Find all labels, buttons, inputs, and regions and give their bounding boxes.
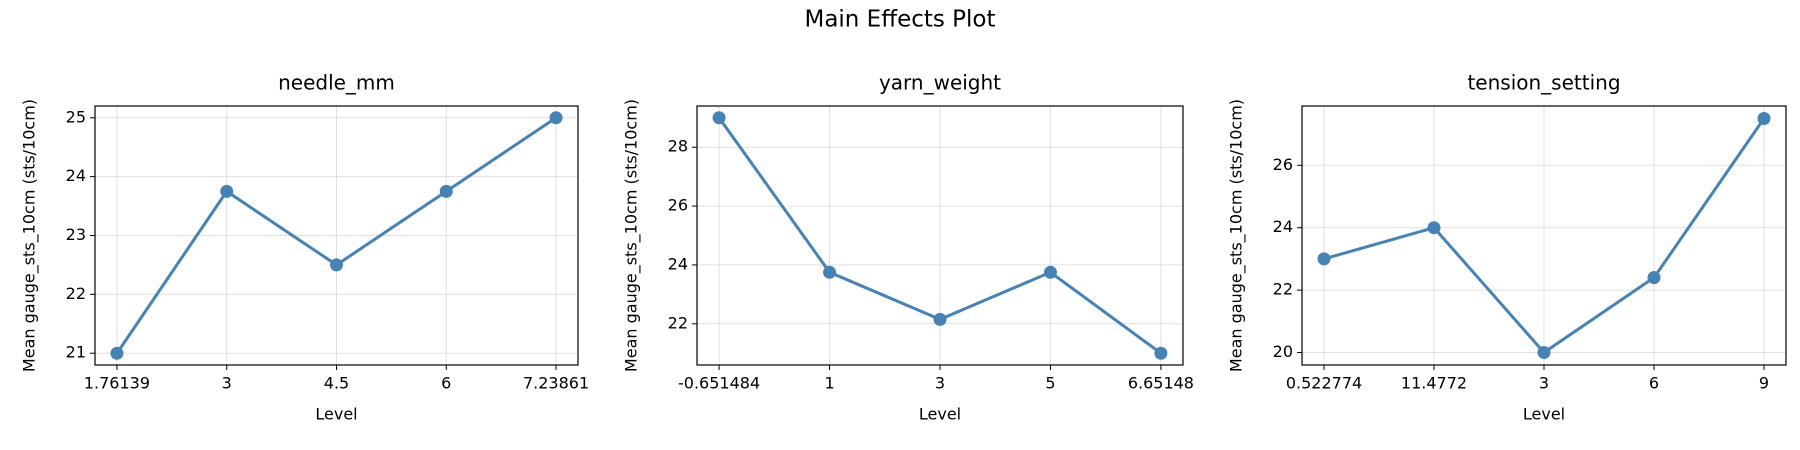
point — [1043, 265, 1057, 279]
y-tick-label: 24 — [66, 166, 86, 185]
y-tick-label: 28 — [668, 137, 688, 156]
y-tick-label: 22 — [668, 313, 688, 332]
y-tick-label: 24 — [1273, 217, 1293, 236]
x-tick-label: 3 — [935, 374, 945, 393]
point — [439, 184, 453, 198]
y-tick-label: 25 — [66, 107, 86, 126]
x-tick-label: 7.23861 — [523, 374, 589, 393]
x-tick-label: 3 — [1539, 374, 1549, 393]
plot-frame — [696, 105, 1184, 366]
point — [1427, 221, 1441, 235]
x-tick-label: 0.522774 — [1286, 374, 1362, 393]
y-tick-label: 24 — [668, 254, 688, 273]
y-tick-label: 22 — [66, 284, 86, 303]
y-tick-label: 26 — [1273, 155, 1293, 174]
x-tick-label: 5 — [1045, 374, 1055, 393]
x-tick-label: 3 — [222, 374, 232, 393]
y-axis-label: Mean gauge_sts_10cm (sts/10cm) — [1227, 99, 1247, 372]
x-tick-label: 6 — [1649, 374, 1659, 393]
point — [549, 111, 563, 125]
y-tick-label: 23 — [66, 225, 86, 244]
y-tick-label: 26 — [668, 196, 688, 215]
x-axis-label: Level — [919, 405, 961, 424]
point — [220, 184, 234, 198]
chart-title: yarn_weight — [879, 71, 1001, 95]
plot-frame — [94, 105, 579, 366]
chart-title: tension_setting — [1467, 71, 1620, 95]
plot-frame — [1301, 105, 1787, 366]
point — [1154, 346, 1168, 360]
x-axis-label: Level — [1523, 405, 1565, 424]
point — [110, 346, 124, 360]
x-axis-label: Level — [315, 405, 357, 424]
y-tick-label: 20 — [1273, 342, 1293, 361]
point — [1317, 252, 1331, 266]
x-tick-label: 6.65148 — [1128, 374, 1194, 393]
point — [1537, 346, 1551, 360]
point — [330, 258, 343, 272]
x-tick-label: 1 — [824, 374, 834, 393]
x-tick-label: 11.4772 — [1401, 374, 1467, 393]
x-tick-label: -0.651484 — [678, 374, 760, 393]
point — [933, 312, 947, 326]
point — [712, 111, 726, 125]
x-tick-label: 9 — [1759, 374, 1769, 393]
x-tick-label: 4.5 — [324, 374, 349, 393]
point — [1757, 111, 1771, 125]
figure-title: Main Effects Plot — [804, 7, 995, 33]
x-tick-label: 1.76139 — [84, 374, 150, 393]
y-axis-label: Mean gauge_sts_10cm (sts/10cm) — [20, 99, 40, 372]
chart-title: needle_mm — [278, 71, 395, 95]
y-axis-label: Mean gauge_sts_10cm (sts/10cm) — [622, 99, 642, 372]
y-tick-label: 21 — [66, 343, 86, 362]
y-tick-label: 22 — [1273, 280, 1293, 299]
point — [1647, 271, 1661, 285]
point — [823, 265, 837, 279]
x-tick-label: 6 — [441, 374, 451, 393]
